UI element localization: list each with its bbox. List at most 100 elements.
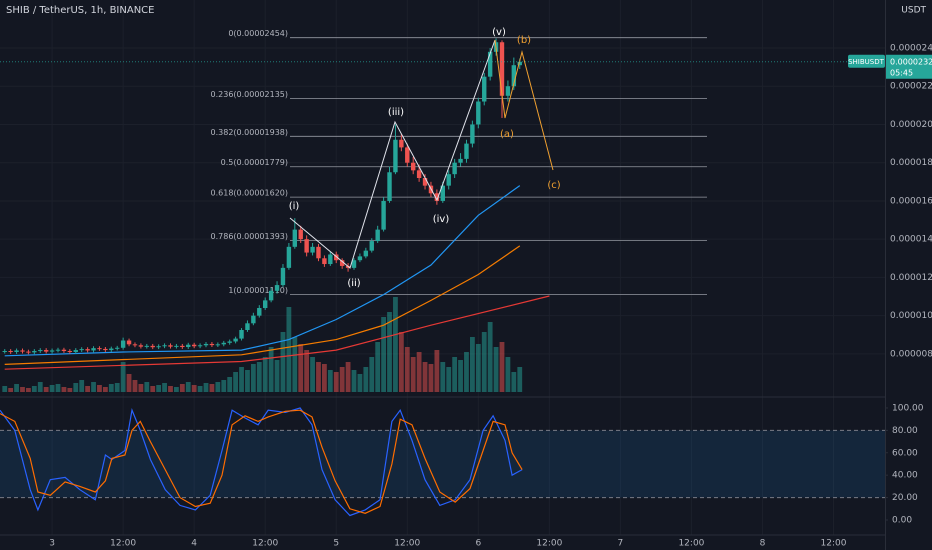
candle-body <box>79 349 84 351</box>
fib-label: 0.5(0.00001779) <box>221 158 288 167</box>
candle-body <box>422 177 428 186</box>
y-tick-label: 0.00001600 <box>890 196 932 206</box>
volume-bar <box>227 377 233 392</box>
candle-body <box>499 42 505 96</box>
candle-body <box>26 351 31 353</box>
volume-bar <box>481 332 487 392</box>
y-tick-label: 0.00002000 <box>890 120 932 130</box>
candle-body <box>32 351 37 353</box>
countdown-label: 05:45 <box>890 68 913 77</box>
candle-body <box>43 350 49 352</box>
y2-tick-label: 20.00 <box>892 493 918 503</box>
candle-body <box>369 241 374 251</box>
candle-body <box>476 101 481 125</box>
volume-bar <box>345 362 351 392</box>
candle-body <box>458 158 463 163</box>
volume-bar <box>487 322 493 392</box>
y2-tick-label: 100.00 <box>892 403 924 413</box>
candle-body <box>14 350 19 352</box>
wave-line <box>289 39 496 269</box>
volume-bar <box>499 342 505 392</box>
volume-bar <box>304 350 310 392</box>
candle-body <box>316 246 321 259</box>
volume-bar <box>316 362 321 392</box>
candle-body <box>49 350 55 352</box>
volume-bar <box>61 387 67 392</box>
x-tick-label: 12:00 <box>252 539 278 549</box>
candle-body <box>180 345 185 348</box>
candle-body <box>322 258 327 265</box>
chart-title: SHIB / TetherUS, 1h, BINANCE <box>6 5 154 16</box>
candle-body <box>405 147 410 163</box>
wave-label: (iv) <box>433 214 450 225</box>
candle-body <box>339 260 345 266</box>
volume-bar <box>446 367 452 392</box>
x-tick-label: 12:00 <box>536 539 562 549</box>
volume-bar <box>114 383 120 392</box>
fib-label: 0(0.00002454) <box>228 29 288 38</box>
candle-body <box>363 250 369 257</box>
volume-bar <box>393 297 398 392</box>
volume-bar <box>37 382 43 392</box>
candle-body <box>144 345 150 347</box>
moving-average <box>4 295 550 370</box>
volume-bar <box>505 357 511 392</box>
volume-bar <box>215 382 221 392</box>
volume-bar <box>14 384 19 392</box>
candle-body <box>73 350 78 352</box>
volume-bar <box>440 362 446 392</box>
volume-bar <box>31 386 37 392</box>
candle-body <box>138 345 144 347</box>
wave-label: (iii) <box>388 107 404 118</box>
volume-bar <box>493 347 499 392</box>
volume-bar <box>91 382 96 392</box>
volume-bar <box>351 370 357 392</box>
volume-bar <box>434 350 440 392</box>
volume-bar <box>511 372 517 392</box>
volume-bar <box>108 384 114 392</box>
candle-body <box>245 323 250 330</box>
volume-bar <box>452 357 458 392</box>
volume-bar <box>179 384 185 392</box>
candle-body <box>310 246 315 253</box>
wave-label: (a) <box>500 129 514 140</box>
volume-bar <box>67 388 73 392</box>
y2-tick-label: 80.00 <box>892 426 918 436</box>
candle-body <box>109 348 114 351</box>
price-axis <box>886 0 932 550</box>
fib-label: 1(0.00001110) <box>228 286 288 295</box>
volume-bar <box>250 364 256 392</box>
candle-body <box>2 351 7 353</box>
candle-body <box>393 139 398 173</box>
volume-bar <box>209 384 215 392</box>
symbol-box <box>848 54 885 68</box>
candle-body <box>197 345 203 347</box>
candle-body <box>156 346 161 348</box>
candle-body <box>8 351 13 353</box>
candle-body <box>103 348 108 351</box>
volume-bar <box>239 367 244 392</box>
stoch-band <box>0 430 885 498</box>
volume-bar <box>404 347 410 392</box>
last-price-label: 0.00002328 <box>890 57 932 66</box>
x-tick-label: 12:00 <box>394 539 420 549</box>
volume-bar <box>26 388 31 392</box>
wave-label: (i) <box>289 201 300 212</box>
volume-bar <box>120 362 126 392</box>
candle-body <box>440 185 445 201</box>
volume-bar <box>322 364 327 392</box>
candle-body <box>38 350 43 352</box>
candle-body <box>233 338 238 342</box>
candle-body <box>55 349 61 351</box>
volume-bar <box>233 372 239 392</box>
candle-body <box>357 256 363 261</box>
volume-bar <box>464 352 469 392</box>
candle-body <box>227 341 232 343</box>
currency[interactable]: USDT <box>901 6 926 16</box>
wave-label: (ii) <box>347 278 360 289</box>
x-tick-label: 5 <box>333 539 339 549</box>
volume-bar <box>292 337 298 392</box>
volume-bar <box>357 374 363 392</box>
candle-body <box>280 267 286 286</box>
